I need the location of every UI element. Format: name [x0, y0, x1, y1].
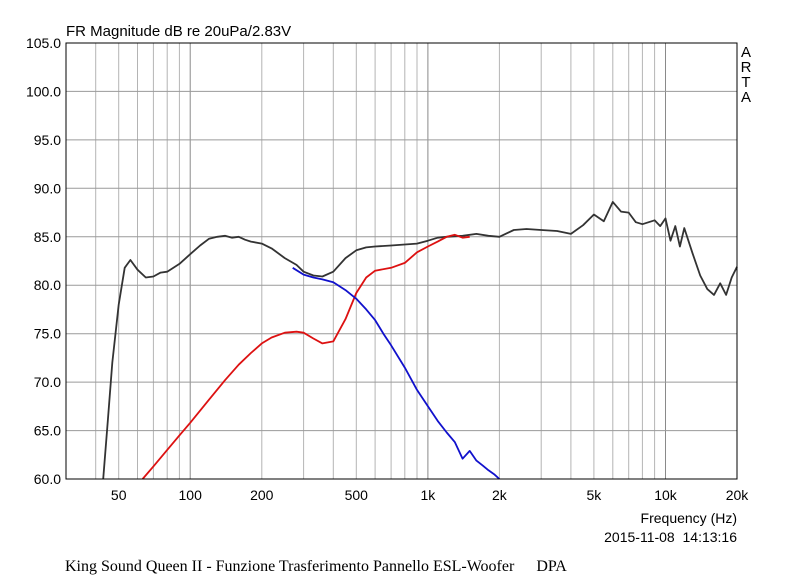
x-axis-label: Frequency (Hz): [641, 510, 737, 526]
x-tick-label: 100: [179, 487, 203, 503]
x-tick-label: 50: [111, 487, 127, 503]
chart-title: FR Magnitude dB re 20uPa/2.83V: [66, 23, 291, 40]
y-tick-label: 80.0: [34, 277, 61, 293]
x-tick-label: 500: [345, 487, 369, 503]
side-label-letter: A: [741, 89, 751, 106]
caption-text: King Sound Queen II - Funzione Trasferim…: [65, 558, 515, 575]
y-axis: 60.0 65.0 70.0 75.0 80.0 85.0 90.0 95.0 100.0 105…: [26, 35, 61, 487]
y-tick-label: 100.0: [26, 83, 61, 99]
x-tick-label: 1k: [421, 487, 437, 503]
x-tick-label: 20k: [726, 487, 750, 503]
grid: [66, 43, 737, 479]
figure-caption: King Sound Queen II - Funzione Trasferim…: [65, 558, 765, 576]
x-axis: 50 100 200 500 1k 2k 5k 10k 20k: [111, 487, 749, 503]
x-tick-label: 200: [250, 487, 274, 503]
series-group: [102, 200, 738, 480]
y-tick-label: 85.0: [34, 229, 61, 245]
series-line-2: [141, 233, 470, 480]
plot-frame: [65, 42, 738, 480]
y-tick-label: 95.0: [34, 132, 61, 148]
side-label-letter: R: [741, 59, 752, 76]
timestamp: 2015-11-08 14:13:16: [604, 529, 737, 545]
y-tick-label: 90.0: [34, 180, 61, 196]
caption-tag: DPA: [536, 558, 567, 575]
series-line-1: [102, 200, 738, 480]
series-line-3: [292, 267, 501, 480]
y-tick-label: 65.0: [34, 423, 61, 439]
y-tick-label: 70.0: [34, 374, 61, 390]
x-tick-label: 10k: [654, 487, 678, 503]
y-tick-label: 60.0: [34, 471, 61, 487]
side-label-letter: T: [741, 74, 750, 91]
x-tick-label: 2k: [492, 487, 508, 503]
x-tick-label: 5k: [587, 487, 603, 503]
y-tick-label: 75.0: [34, 326, 61, 342]
side-label-letter: A: [741, 44, 751, 61]
y-tick-label: 105.0: [26, 35, 61, 51]
